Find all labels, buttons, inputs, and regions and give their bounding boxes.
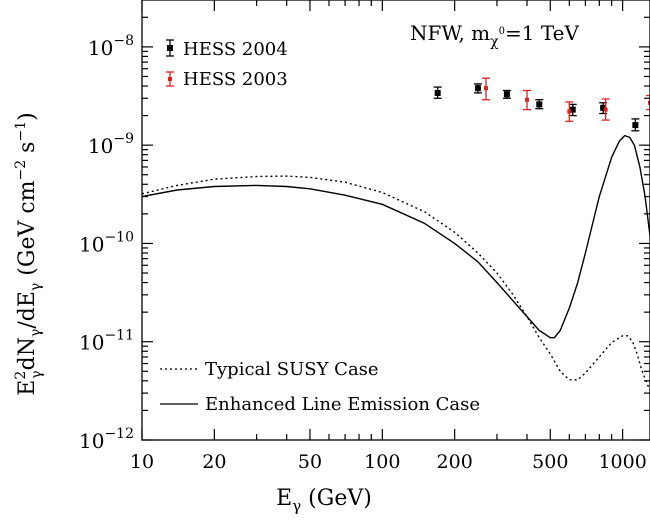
x-tick-label: 200 bbox=[437, 451, 473, 473]
hess-2004-point bbox=[568, 103, 577, 117]
x-tick-label: 1000 bbox=[598, 451, 646, 473]
legend-data: HESS 2004 HESS 2003 bbox=[166, 39, 288, 90]
hess-2003-point bbox=[565, 101, 574, 122]
y-axis-label: E2γdNγ/dEγ (GeV cm−2 s−1) bbox=[13, 112, 45, 395]
hess-2003-point bbox=[481, 77, 490, 101]
hess-2004-point bbox=[631, 118, 640, 132]
x-tick-label: 10 bbox=[130, 451, 154, 473]
hess-2003-point bbox=[646, 94, 650, 111]
legend-marker-hess-2003 bbox=[166, 71, 174, 87]
x-tick-label: 500 bbox=[532, 451, 568, 473]
hess-2004-point bbox=[433, 86, 442, 99]
y-tick-label: 10−12 bbox=[79, 426, 134, 453]
legend-label-typical-susy: Typical SUSY Case bbox=[205, 359, 379, 380]
axis-ticks: 10 20 50 100 200 500 100010−1210−1110−1010−910… bbox=[79, 0, 650, 473]
y-tick-mantissa: 10 bbox=[79, 232, 104, 256]
y-axis-label-group: E2γdNγ/dEγ (GeV cm−2 s−1) bbox=[13, 112, 45, 395]
x-tick-label: 50 bbox=[298, 451, 322, 473]
legend-label-enhanced-line: Enhanced Line Emission Case bbox=[205, 394, 480, 415]
x-axis-label: Eγ (GeV) bbox=[276, 486, 372, 515]
hess-2004-point bbox=[535, 99, 544, 110]
legend-label-hess-2003: HESS 2003 bbox=[183, 69, 288, 90]
y-tick-exponent: −11 bbox=[104, 328, 134, 344]
hess-2003-point bbox=[601, 98, 610, 121]
y-tick-mantissa: 10 bbox=[88, 134, 113, 158]
x-tick-label: 100 bbox=[364, 451, 400, 473]
y-tick-exponent: −9 bbox=[113, 131, 134, 147]
y-tick-mantissa: 10 bbox=[79, 331, 104, 355]
y-tick-label: 10−10 bbox=[79, 229, 134, 256]
y-tick-label: 10−11 bbox=[79, 328, 134, 355]
y-tick-label: 10−8 bbox=[88, 33, 134, 60]
y-tick-mantissa: 10 bbox=[88, 36, 113, 60]
x-tick-label: 20 bbox=[202, 451, 226, 473]
curve-enhanced-line bbox=[141, 134, 650, 339]
y-tick-exponent: −8 bbox=[113, 33, 134, 49]
legend-curves: Typical SUSY Case Enhanced Line Emission… bbox=[160, 359, 480, 415]
model-annotation: NFW, mχ0=1 TeV bbox=[410, 21, 579, 50]
curve-typical-susy bbox=[141, 175, 650, 391]
curves bbox=[141, 134, 650, 391]
legend-label-hess-2004: HESS 2004 bbox=[183, 39, 288, 60]
hess-2004-point bbox=[473, 83, 482, 94]
y-tick-exponent: −12 bbox=[104, 426, 134, 442]
hess-2004-point bbox=[502, 89, 511, 99]
data-points bbox=[433, 77, 650, 132]
legend-marker-hess-2004 bbox=[166, 39, 174, 57]
y-tick-label: 10−9 bbox=[88, 131, 134, 158]
y-tick-mantissa: 10 bbox=[79, 429, 104, 453]
plot-frame bbox=[141, 0, 650, 441]
y-tick-exponent: −10 bbox=[104, 229, 134, 245]
hess-2003-point bbox=[522, 89, 531, 111]
